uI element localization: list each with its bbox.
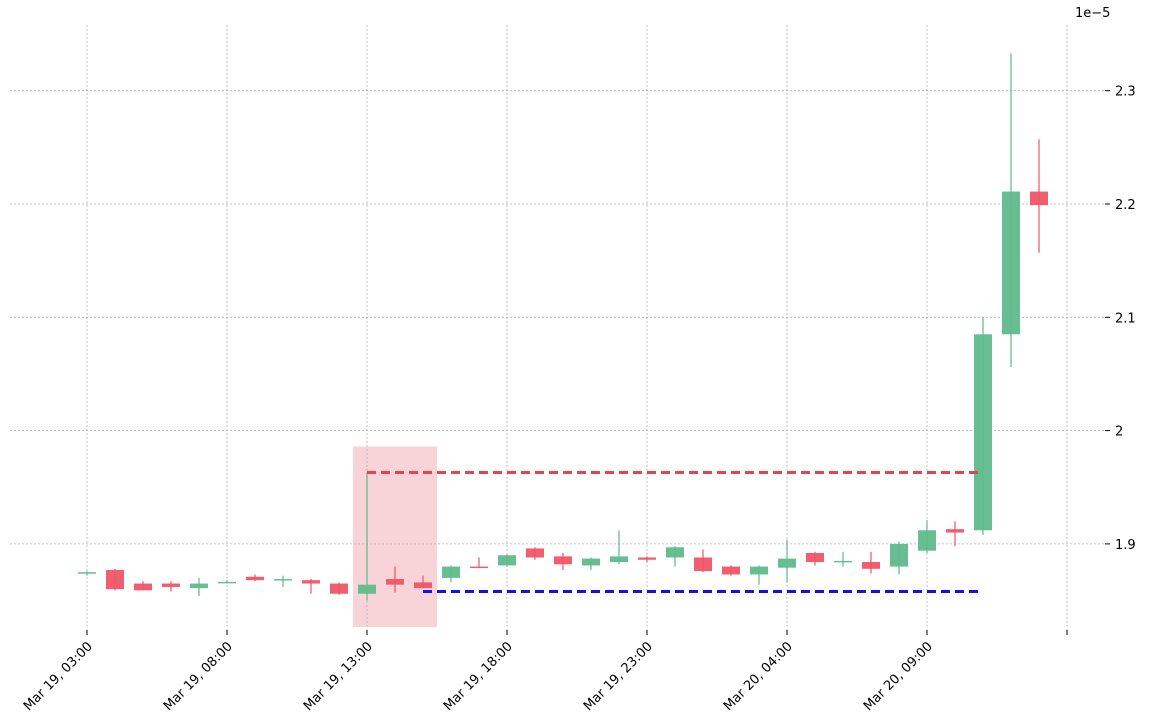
x-tick-label: Mar 19, 08:00 — [161, 639, 236, 714]
candle-body — [778, 558, 796, 568]
candle-body — [610, 556, 628, 563]
candle-body — [694, 557, 712, 572]
x-tick-label: Mar 19, 18:00 — [441, 639, 516, 714]
candle-body — [162, 583, 180, 587]
candle-body — [414, 582, 432, 589]
candle-body — [666, 547, 684, 558]
candle-body — [302, 580, 320, 584]
y-offset-label: 1e−5 — [1075, 6, 1110, 21]
candle-body — [274, 579, 292, 581]
y-tick-label: 2 — [1115, 425, 1123, 440]
candle-body — [498, 555, 516, 566]
candle-body — [918, 530, 936, 551]
candle-body — [974, 334, 992, 531]
candle-body — [330, 583, 348, 594]
candle-body — [386, 579, 404, 585]
candle-body — [554, 556, 572, 565]
candle-body — [218, 581, 236, 584]
y-tick-label: 2.2 — [1115, 198, 1136, 213]
candle-body — [1030, 191, 1048, 206]
candle-body — [442, 566, 460, 578]
candle-body — [890, 543, 908, 567]
x-tick-label: Mar 19, 23:00 — [581, 639, 656, 714]
candle-body — [638, 557, 656, 560]
candle-body — [134, 583, 152, 591]
x-tick-label: Mar 19, 13:00 — [301, 639, 376, 714]
y-tick-label: 2.1 — [1115, 311, 1136, 326]
candle-body — [78, 572, 96, 574]
candle-body — [190, 583, 208, 589]
x-tick-label: Mar 20, 09:00 — [861, 639, 936, 714]
x-tick-label: Mar 20, 04:00 — [721, 639, 796, 714]
candle-body — [526, 548, 544, 558]
candle-body — [106, 569, 124, 590]
y-tick-label: 2.3 — [1115, 85, 1136, 100]
candle-body — [358, 584, 376, 594]
candle-body — [862, 562, 880, 569]
candle-body — [946, 529, 964, 533]
candle-body — [750, 566, 768, 575]
candle-body — [470, 566, 488, 569]
candle-body — [246, 576, 264, 581]
candle-body — [722, 566, 740, 575]
candle-body — [834, 560, 852, 563]
candle-body — [806, 552, 824, 563]
x-tick-label: Mar 19, 03:00 — [21, 639, 96, 714]
candle-body — [582, 558, 600, 566]
y-tick-label: 1.9 — [1115, 538, 1136, 553]
candle-body — [1002, 191, 1020, 335]
